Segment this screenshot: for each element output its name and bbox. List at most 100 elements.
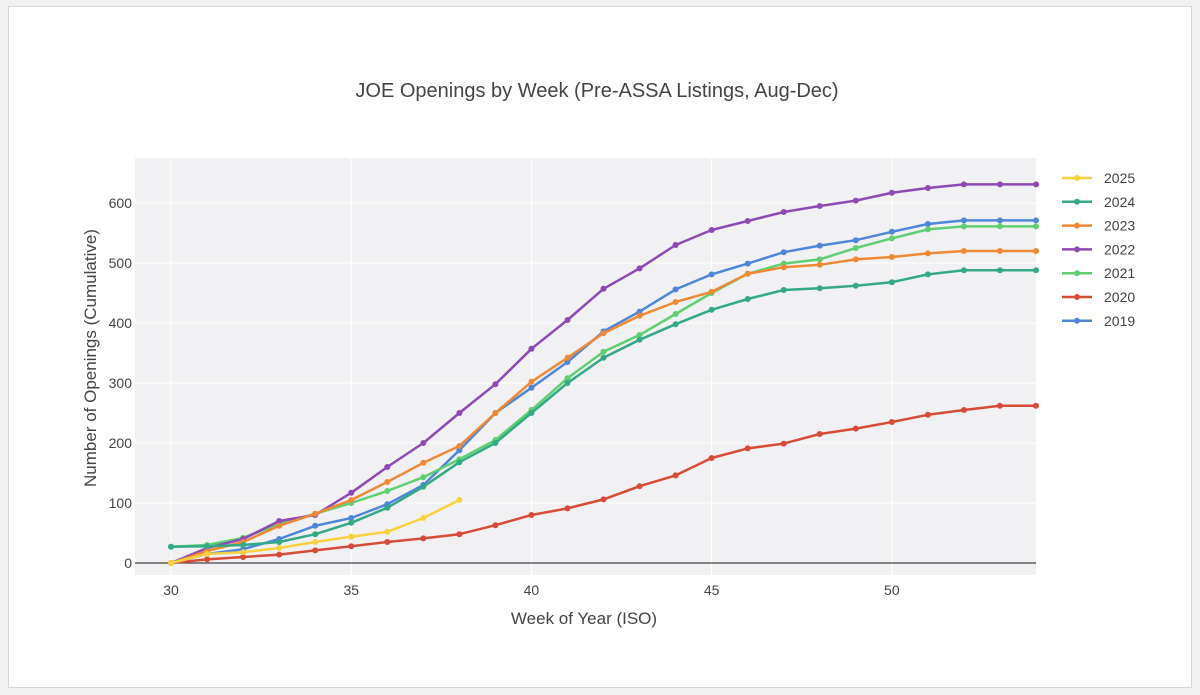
data-point bbox=[240, 549, 247, 556]
data-point bbox=[636, 336, 643, 343]
series-2025 bbox=[168, 497, 463, 566]
legend-item-2025[interactable]: 2025 bbox=[1062, 170, 1135, 186]
data-point bbox=[888, 235, 895, 242]
data-point bbox=[348, 489, 355, 496]
data-point bbox=[456, 447, 463, 454]
x-tick-label: 35 bbox=[343, 582, 359, 598]
data-point bbox=[780, 287, 787, 293]
data-point bbox=[1033, 223, 1039, 230]
legend-label: 2021 bbox=[1104, 265, 1135, 281]
data-point bbox=[456, 459, 463, 466]
data-point bbox=[240, 542, 247, 548]
legend-marker bbox=[1074, 246, 1080, 253]
legend-item-2019[interactable]: 2019 bbox=[1062, 313, 1135, 329]
data-point bbox=[888, 279, 895, 286]
data-point bbox=[600, 285, 607, 292]
data-point bbox=[492, 410, 499, 416]
data-point bbox=[384, 479, 391, 485]
legend-marker bbox=[1074, 198, 1080, 205]
legend-item-2021[interactable]: 2021 bbox=[1062, 265, 1135, 281]
data-point bbox=[1033, 181, 1039, 188]
legend-item-2020[interactable]: 2020 bbox=[1062, 289, 1135, 305]
data-point bbox=[888, 228, 895, 235]
data-point bbox=[276, 518, 283, 524]
data-point bbox=[996, 267, 1003, 274]
data-point bbox=[600, 348, 607, 355]
data-point bbox=[564, 380, 571, 386]
legend-label: 2022 bbox=[1104, 241, 1135, 257]
data-point bbox=[312, 531, 319, 538]
data-point bbox=[276, 545, 283, 551]
data-point bbox=[636, 312, 643, 319]
data-point bbox=[816, 285, 823, 292]
data-point bbox=[168, 543, 175, 550]
data-point bbox=[672, 242, 679, 248]
data-point bbox=[312, 547, 319, 554]
y-axis-title: Number of Openings (Cumulative) bbox=[81, 229, 100, 487]
data-point bbox=[384, 539, 391, 545]
data-point bbox=[528, 345, 535, 352]
data-point bbox=[384, 528, 391, 535]
data-point bbox=[960, 217, 967, 224]
data-point bbox=[492, 522, 499, 529]
data-point bbox=[780, 209, 787, 215]
legend-label: 2020 bbox=[1104, 289, 1135, 305]
data-point bbox=[672, 472, 679, 479]
data-point bbox=[924, 185, 931, 191]
data-point bbox=[204, 556, 211, 563]
legend-marker bbox=[1074, 175, 1080, 181]
data-point bbox=[816, 203, 823, 209]
x-tick-label: 40 bbox=[524, 582, 540, 598]
data-point bbox=[456, 531, 463, 538]
data-point bbox=[708, 227, 715, 233]
legend-item-2023[interactable]: 2023 bbox=[1062, 218, 1135, 234]
data-point bbox=[672, 286, 679, 293]
legend-item-2022[interactable]: 2022 bbox=[1062, 241, 1135, 257]
data-point bbox=[816, 261, 823, 268]
series-2023 bbox=[168, 248, 1039, 566]
data-point bbox=[816, 242, 823, 249]
data-point bbox=[744, 218, 751, 224]
legend-marker bbox=[1074, 317, 1080, 324]
data-point bbox=[528, 512, 535, 518]
legend-label: 2025 bbox=[1104, 170, 1135, 186]
data-point bbox=[780, 264, 787, 271]
data-point bbox=[276, 551, 283, 558]
data-point bbox=[456, 497, 463, 503]
data-point bbox=[456, 443, 463, 449]
data-point bbox=[780, 440, 787, 447]
data-point bbox=[672, 321, 679, 328]
data-point bbox=[852, 197, 859, 204]
data-point bbox=[564, 359, 571, 365]
chart-title: JOE Openings by Week (Pre-ASSA Listings,… bbox=[355, 80, 838, 102]
data-point bbox=[960, 267, 967, 274]
data-point bbox=[996, 402, 1003, 409]
legend-label: 2024 bbox=[1104, 194, 1135, 210]
data-point bbox=[924, 226, 931, 233]
data-point bbox=[348, 533, 355, 540]
data-point bbox=[636, 332, 643, 338]
data-point bbox=[960, 248, 967, 254]
data-point bbox=[420, 474, 427, 481]
data-point bbox=[852, 256, 859, 263]
legend-label: 2023 bbox=[1104, 218, 1135, 234]
data-point bbox=[744, 270, 751, 277]
data-point bbox=[384, 488, 391, 494]
data-point bbox=[672, 311, 679, 317]
legend-marker bbox=[1074, 222, 1080, 229]
legend-marker bbox=[1074, 270, 1080, 277]
data-point bbox=[348, 515, 355, 521]
data-point bbox=[816, 431, 823, 437]
data-point bbox=[636, 308, 643, 315]
data-point bbox=[852, 282, 859, 289]
legend[interactable]: 2025 2024 2023 2022 2021 2020 2019 bbox=[1062, 170, 1135, 329]
legend-label: 2019 bbox=[1104, 313, 1135, 329]
x-tick-label: 50 bbox=[884, 582, 900, 598]
data-point bbox=[420, 483, 427, 490]
data-point bbox=[924, 221, 931, 227]
data-point bbox=[312, 510, 319, 517]
data-point bbox=[276, 522, 283, 529]
legend-item-2024[interactable]: 2024 bbox=[1062, 194, 1135, 210]
y-tick-label: 600 bbox=[109, 195, 133, 211]
